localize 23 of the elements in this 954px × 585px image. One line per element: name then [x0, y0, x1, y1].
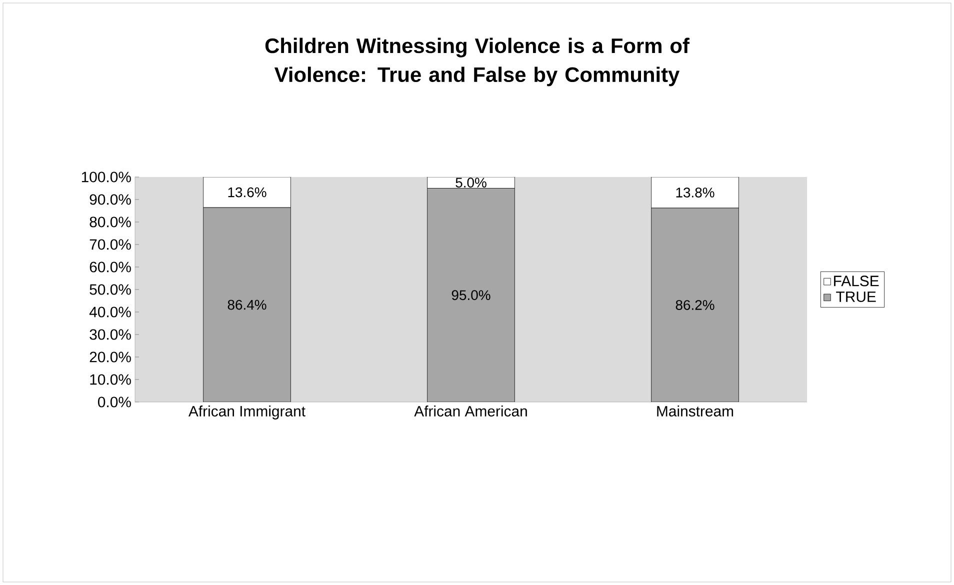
y-tick-label: 80.0% [90, 216, 131, 228]
y-tick-label: 100.0% [82, 172, 131, 182]
data-label: 5.0% [456, 178, 486, 188]
data-label: 13.6% [228, 187, 266, 198]
x-tick-label: African American [414, 406, 527, 416]
y-tick-label: 60.0% [90, 262, 131, 272]
data-label: 86.4% [228, 300, 266, 310]
y-tick-label: 30.0% [90, 329, 131, 340]
data-label: 13.8% [676, 188, 714, 198]
y-tick-label: 10.0% [90, 374, 131, 385]
data-label: 86.2% [676, 300, 714, 310]
legend-label: FALSE [834, 276, 879, 286]
y-tick-label: 40.0% [89, 306, 131, 318]
legend-label: TRUE [836, 292, 876, 302]
x-tick-label: African Immigrant [188, 406, 306, 420]
y-tick-label: 90.0% [90, 194, 131, 205]
y-tick-label: 50.0% [90, 284, 131, 295]
y-tick-label: 70.0% [90, 239, 131, 250]
y-tick-label: 0.0% [98, 396, 131, 408]
chart-title: Children Witnessing Violence is a Form of Violence: True and False by Community [265, 38, 690, 86]
data-label: 95.0% [452, 290, 490, 300]
x-tick-label: Mainstream [657, 406, 734, 416]
y-tick-label: 20.0% [90, 352, 131, 362]
